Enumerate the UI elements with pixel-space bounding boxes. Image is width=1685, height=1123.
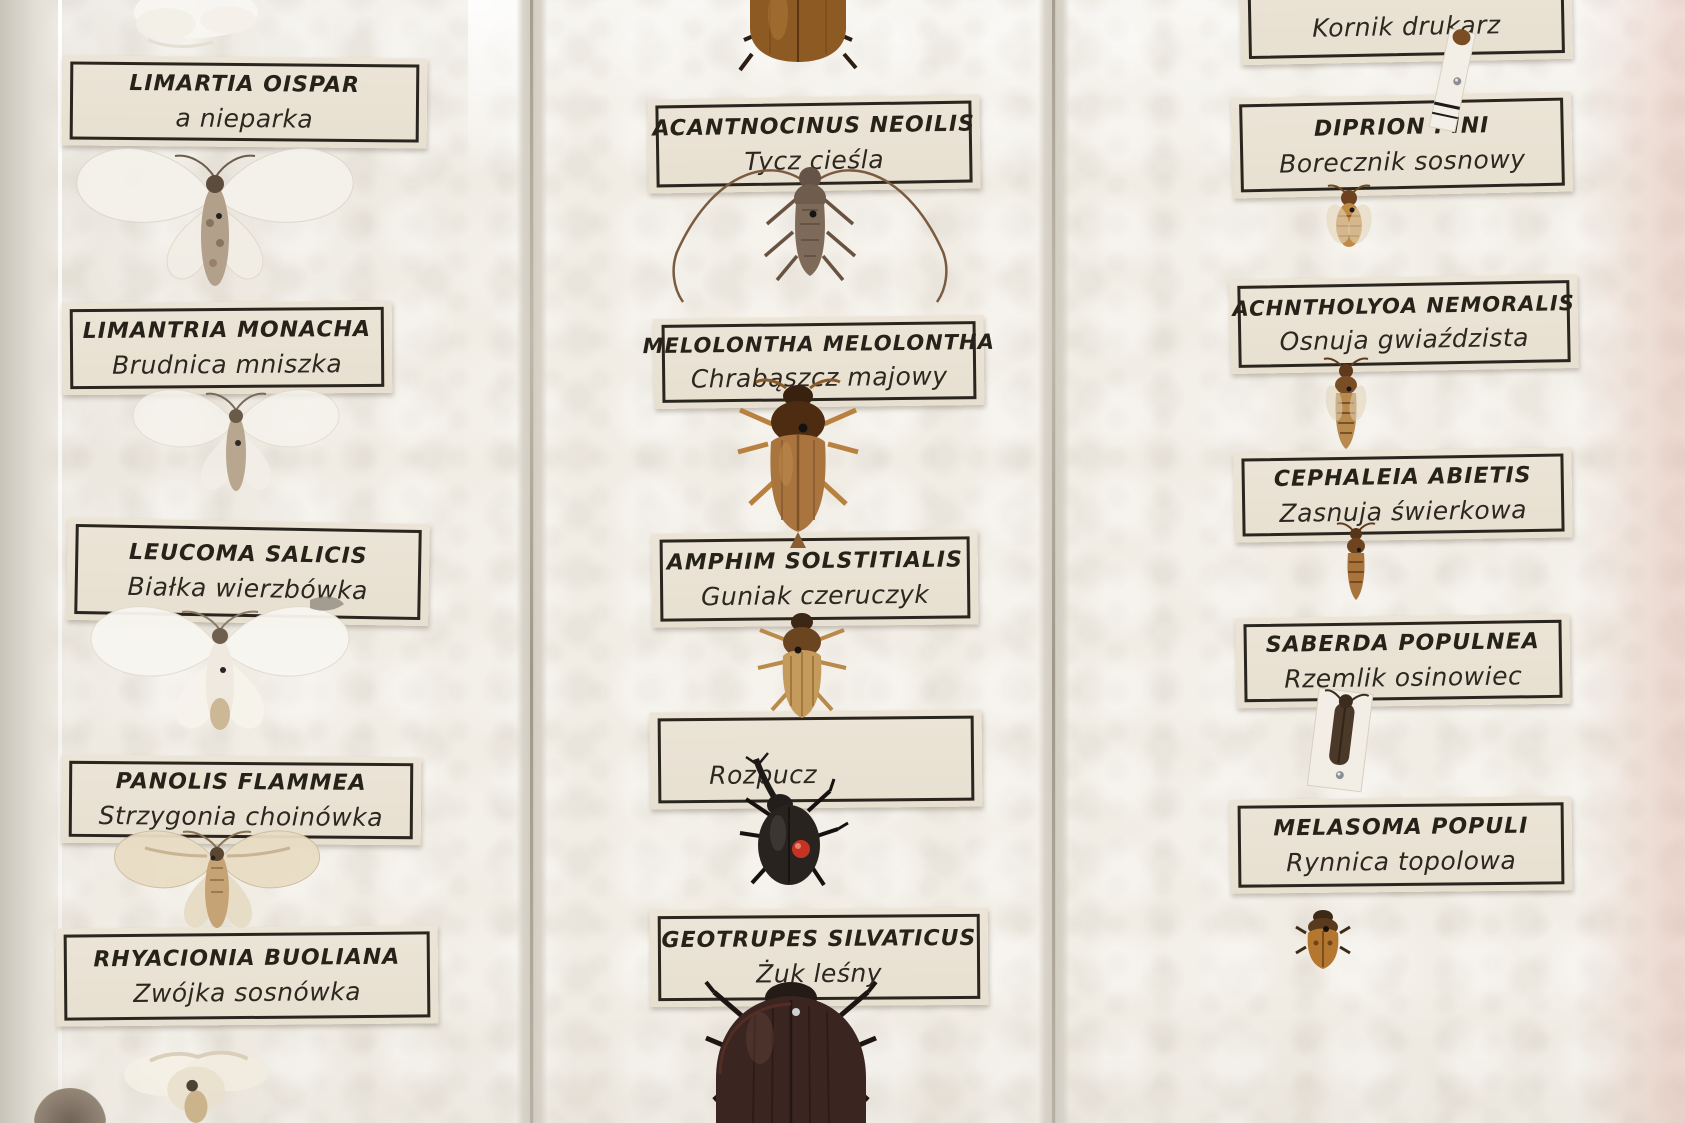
diprion-pini-sawfly-specimen bbox=[1326, 184, 1372, 247]
label-card-diprion-pini: DIPRION PINI Borecznik sosnowy bbox=[1230, 91, 1574, 199]
species-latin-name: CEPHALEIA ABIETIS bbox=[1273, 462, 1532, 492]
species-common-name: Zasnuja świerkowa bbox=[1279, 494, 1528, 528]
label-card-melasoma: MELASOMA POPULI Rynnica topolowa bbox=[1229, 796, 1573, 894]
species-latin-name: RHYACIONIA BUOLIANA bbox=[93, 944, 401, 972]
species-latin-name: GEOTRUPES SILVATICUS bbox=[661, 925, 977, 954]
label-card-kornik: Kornik drukarz bbox=[1238, 0, 1574, 66]
fuzzy-moth-cutoff-top-left-specimen bbox=[134, 0, 258, 49]
saperda-on-paper-mount-specimen bbox=[1306, 687, 1374, 793]
label-card-acantholyda: ACHNTHOLYOA NEMORALIS Osnuja gwiaździsta bbox=[1229, 273, 1579, 375]
species-common-name: Osnuja gwiaździsta bbox=[1279, 322, 1530, 357]
species-common-name: Rynnica topolowa bbox=[1285, 845, 1517, 877]
species-latin-name: LEUCOMA SALICIS bbox=[128, 539, 368, 569]
species-latin-name: MELOLONTHA MELOLONTHA bbox=[642, 329, 996, 359]
melasoma-populi-beetle-specimen bbox=[1295, 910, 1351, 969]
foam-seam-left bbox=[516, 0, 548, 1123]
species-latin-name: SABERDA POPULNEA bbox=[1265, 628, 1540, 658]
species-latin-name: LIMANTRIA MONACHA bbox=[82, 316, 372, 344]
cockchafer-beetle-cutoff-top-specimen bbox=[738, 0, 858, 72]
case-left-edge bbox=[0, 0, 66, 1123]
cockchafer-melolontha-specimen bbox=[737, 378, 859, 548]
label-card-saperda: SABERDA POPULNEA Rzemlik osinowiec bbox=[1235, 613, 1571, 709]
leucoma-salicis-moth-specimen bbox=[90, 596, 350, 730]
cephaleia-sawfly-specimen bbox=[1336, 522, 1376, 600]
acantholyda-sawfly-specimen bbox=[1323, 357, 1369, 449]
weevil-beetle-specimen bbox=[739, 752, 849, 887]
foam-seam-right bbox=[1038, 0, 1070, 1123]
species-latin-name: PANOLIS FLAMMEA bbox=[115, 768, 367, 796]
panolis-flammea-moth-specimen bbox=[113, 830, 321, 928]
label-card-rhyacionia-buoliana: RHYACIONIA BUOLIANA Zwójka sosnówka bbox=[55, 925, 439, 1027]
species-latin-name: LIMARTIA OISPAR bbox=[129, 70, 361, 98]
rhyacionia-buoliana-moth-specimen bbox=[124, 1050, 269, 1123]
label-card-cephaleia: CEPHALEIA ABIETIS Zasnuja świerkowa bbox=[1233, 447, 1573, 543]
geotrupes-beetle-cutoff-bottom-specimen bbox=[704, 980, 878, 1123]
species-latin-name: ACHNTHOLYOA NEMORALIS bbox=[1232, 291, 1576, 321]
species-common-name: Borecznik sosnowy bbox=[1278, 143, 1526, 179]
limantria-dispar-moth-specimen bbox=[76, 148, 354, 286]
species-latin-name: MELASOMA POPULI bbox=[1273, 813, 1529, 841]
species-latin-name: ACANTNOCINUS NEOILIS bbox=[652, 110, 976, 142]
longhorn-beetle-acanthocinus-specimen bbox=[672, 167, 948, 303]
limantria-monacha-moth-specimen bbox=[132, 389, 340, 491]
species-common-name: Zwójka sosnówka bbox=[133, 976, 362, 1008]
june-beetle-amphimallon-specimen bbox=[757, 613, 847, 718]
kornik-paper-mount-specimen bbox=[1428, 28, 1477, 133]
